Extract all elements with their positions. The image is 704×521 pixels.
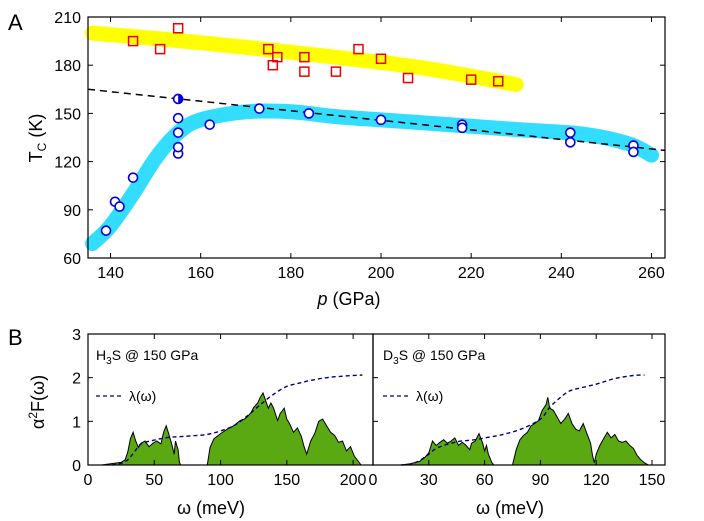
red-square-point	[375, 53, 387, 65]
x-tick-label: 0	[84, 472, 93, 489]
x-tick-label: 150	[273, 472, 300, 489]
y-tick-label: 60	[63, 251, 81, 268]
eliashberg-spectrum-area	[400, 397, 651, 466]
x-tick-label: 200	[340, 472, 367, 489]
panel-a-y-axis-label: TC (K)	[26, 114, 49, 163]
legend-lambda-label-left: λ(ω)	[129, 388, 156, 404]
panel-a-letter: A	[8, 10, 23, 35]
red-square-point	[172, 22, 184, 34]
x-tick-label: 30	[420, 472, 438, 489]
x-tick-label: 200	[368, 265, 395, 282]
panel-b-right-x-axis-label: ω (meV)	[476, 498, 544, 518]
panel-b-y-axis-label: α2F(ω)	[26, 375, 48, 429]
panel-b-letter: B	[8, 325, 23, 350]
x-tick-label: 160	[187, 265, 214, 282]
lambda-curve	[400, 374, 645, 466]
blue-circle-point	[172, 141, 184, 153]
plot-frame	[372, 333, 666, 466]
red-square-point	[465, 74, 477, 85]
red-square-point	[127, 35, 139, 47]
red-square-point	[263, 43, 274, 55]
blue-circle-point	[628, 146, 639, 158]
x-tick-label: 220	[458, 265, 485, 282]
red-square-point	[353, 43, 364, 55]
blue-circle-point	[303, 108, 315, 119]
y-tick-label: 90	[63, 203, 81, 220]
red-square-point	[330, 66, 342, 77]
legend-lambda-label-right: λ(ω)	[416, 388, 443, 404]
x-tick-label: 180	[278, 265, 305, 282]
y-tick-label: 0	[72, 458, 81, 475]
blue-circle-point	[253, 103, 265, 114]
panel-b-right-title: D3S @ 150 GPa	[383, 347, 485, 367]
y-tick-label: 120	[54, 155, 81, 172]
blue-circle-point	[456, 122, 468, 134]
half-filled-marker	[178, 94, 183, 104]
blue-circle-point	[204, 119, 216, 130]
x-tick-label: 240	[548, 265, 575, 282]
red-square-point	[492, 76, 504, 87]
lambda-curve	[111, 374, 363, 466]
blue-circle-point	[172, 112, 184, 124]
x-tick-label: 100	[207, 472, 234, 489]
y-tick-label: 3	[72, 327, 81, 344]
blue-circle-point	[565, 127, 576, 138]
x-tick-label: 90	[531, 472, 549, 489]
panel-b-left-title: H3S @ 150 GPa	[96, 347, 198, 367]
x-tick-label: 120	[583, 472, 610, 489]
x-tick-label: 60	[476, 472, 494, 489]
blue-circle-point	[114, 201, 125, 212]
panel-a-x-axis-label: p (GPa)	[316, 289, 380, 309]
panel-b-left-x-axis-label: ω (meV)	[177, 498, 245, 518]
blue-circle-point	[375, 114, 387, 126]
blue-circle-point	[100, 225, 112, 236]
blue-circle-point	[172, 127, 184, 138]
panel-a-plot: 140 160 180 200 220 240 260 60 90 120 150 180 210	[54, 10, 666, 282]
y-tick-label: 1	[72, 414, 81, 431]
x-tick-label: 150	[639, 472, 666, 489]
x-tick-label: 0	[369, 472, 378, 489]
blue-circle-point	[565, 137, 576, 148]
x-tick-label: 50	[145, 472, 163, 489]
x-tick-label: 260	[638, 265, 665, 282]
x-tick-label: 140	[97, 265, 124, 282]
red-square-point	[272, 51, 283, 63]
red-square-point	[402, 72, 414, 84]
blue-circle-point	[127, 172, 139, 183]
y-tick-label: 180	[54, 58, 81, 75]
y-tick-label: 210	[54, 10, 81, 27]
cyan-trend-band	[85, 103, 659, 251]
y-tick-label: 2	[72, 371, 81, 388]
red-square-point	[299, 66, 310, 77]
plot-frame	[87, 16, 666, 259]
red-square-point	[299, 51, 310, 63]
y-tick-label: 150	[54, 106, 81, 123]
panel-b-right-plot: 0 30 60 90 120 150	[369, 333, 666, 489]
red-square-point	[154, 43, 166, 55]
yellow-trend-band	[85, 25, 524, 92]
